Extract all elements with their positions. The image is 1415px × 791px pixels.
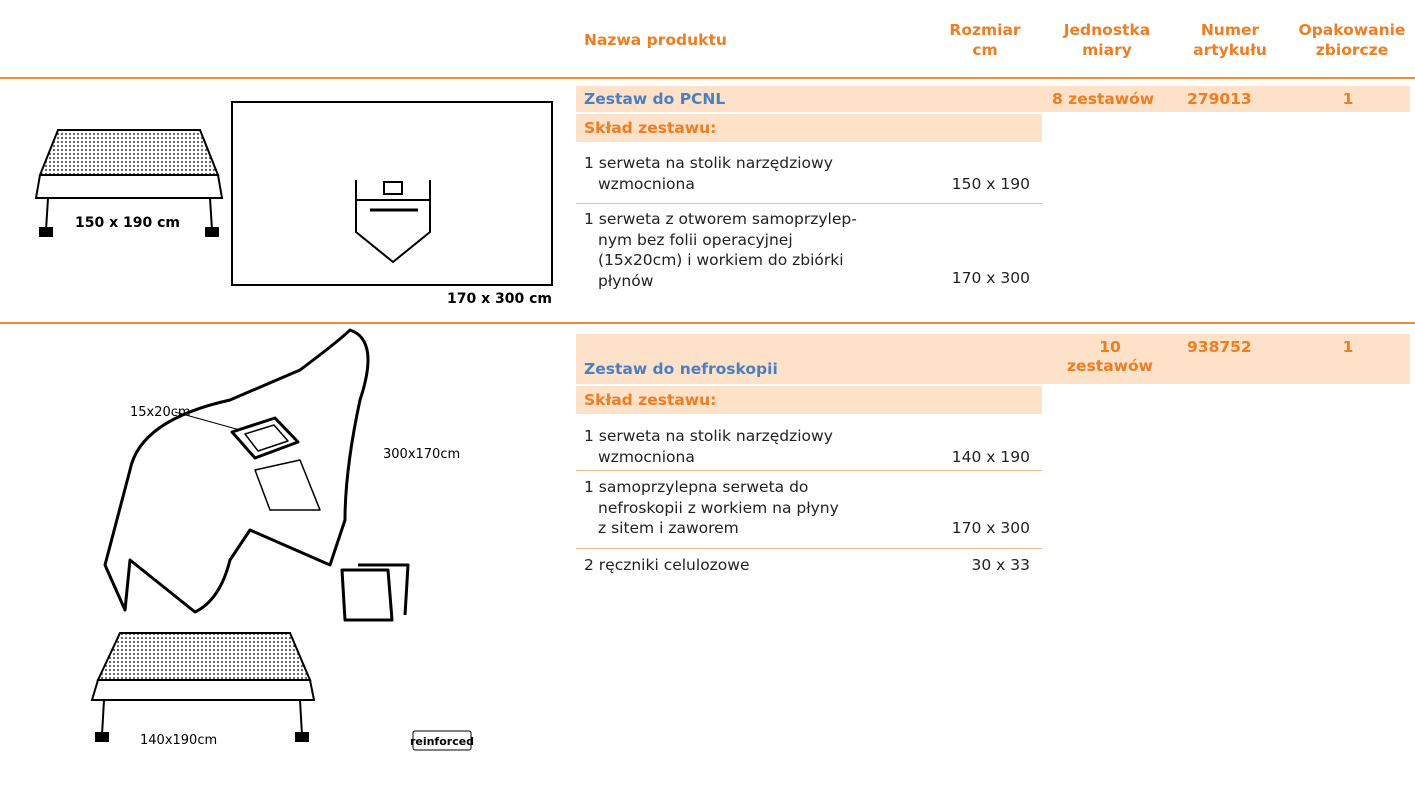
item-size: 170 x 300 — [951, 268, 1030, 287]
drape-drawing — [231, 101, 553, 286]
table-drawing — [34, 129, 224, 237]
column-header: miary — [1082, 41, 1132, 59]
unit: zestawów — [1067, 357, 1153, 375]
item-text: wzmocniona — [598, 447, 695, 466]
column-header: zbiorcze — [1315, 41, 1389, 59]
row-separator — [576, 548, 1042, 549]
article-number: 279013 — [1187, 90, 1252, 108]
item-text: z sitem i zaworem — [598, 519, 739, 537]
product-row — [576, 334, 1410, 384]
divider — [0, 322, 1415, 324]
composition-row — [576, 386, 1042, 414]
product-row — [576, 86, 1410, 112]
column-header: Numer — [1200, 21, 1260, 39]
composition-row — [576, 114, 1042, 142]
column-header: Opakowanie — [1298, 21, 1406, 39]
composition-label: Skład zestawu: — [584, 391, 717, 409]
illustration-label: 170 x 300 cm — [447, 291, 552, 307]
unit: 10 — [1099, 338, 1121, 356]
item-text: wzmocniona — [598, 174, 695, 193]
column-header: Rozmiar — [949, 21, 1021, 39]
illustration-label: 15x20cm — [130, 405, 191, 420]
item-text: 2 ręczniki celulozowe — [584, 556, 750, 574]
row-separator — [576, 470, 1042, 471]
column-header: artykułu — [1193, 41, 1267, 59]
column-header: Nazwa produktu — [584, 31, 727, 49]
article-number: 938752 — [1187, 338, 1252, 356]
divider — [0, 77, 1415, 79]
item-size: 150 x 190 — [951, 174, 1030, 193]
table-drawing — [90, 632, 316, 742]
item-text: 1 serweta na stolik narzędziowy — [584, 427, 833, 445]
item-text: nym bez folii operacyjnej — [598, 230, 793, 249]
illustration-label: 300x170cm — [383, 447, 460, 462]
item-text: 1 serweta z otworem samoprzylep- — [584, 210, 857, 228]
product-name: Zestaw do PCNL — [584, 90, 726, 108]
composition-label: Skład zestawu: — [584, 119, 717, 137]
badge — [412, 730, 472, 751]
row-separator — [576, 203, 1042, 204]
column-header: cm — [972, 41, 998, 59]
item-size: 30 x 33 — [971, 556, 1030, 574]
pack-quantity: 1 — [1342, 90, 1354, 108]
item-size: 140 x 190 — [951, 447, 1030, 466]
column-header: Jednostka — [1063, 21, 1151, 39]
item-text: 1 samoprzylepna serweta do — [584, 478, 809, 496]
unit: 8 zestawów — [1052, 90, 1155, 108]
item-size: 170 x 300 — [951, 519, 1030, 537]
item-text: płynów — [598, 271, 654, 290]
bed-drawing — [103, 328, 410, 622]
illustration-label: reinforced — [410, 735, 474, 748]
pack-quantity: 1 — [1342, 338, 1354, 356]
product-name: Zestaw do nefroskopii — [584, 360, 778, 378]
item-text: 1 serweta na stolik narzędziowy — [584, 154, 833, 172]
illustration-label: 140x190cm — [140, 733, 217, 748]
illustration-label: 150 x 190 cm — [75, 215, 180, 231]
item-text: (15x20cm) i workiem do zbiórki — [598, 251, 844, 269]
item-text: nefroskopii z workiem na płyny — [598, 498, 839, 517]
